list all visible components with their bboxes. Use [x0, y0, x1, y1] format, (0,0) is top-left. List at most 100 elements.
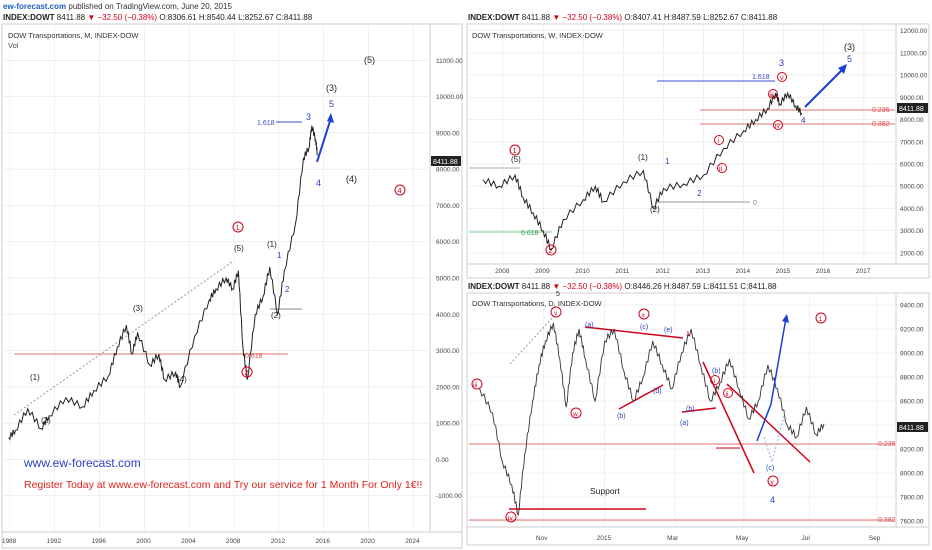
monthly-ohlc-header: INDEX:DOWT 8411.88 ▼ −32.50 (−0.38%) O:8… [3, 13, 312, 22]
change-value: ▼ −32.50 (−0.38%) [87, 13, 158, 22]
wave-label: (c) [640, 324, 648, 331]
y-tick-label: 7000.00 [900, 139, 924, 146]
y-tick-label: 7000.00 [436, 203, 460, 210]
wave-label: w [572, 411, 578, 418]
site-brand[interactable]: ew-forecast.com [3, 2, 67, 11]
wave-circle-icon [550, 306, 562, 318]
y-tick-label: 10000.00 [900, 73, 927, 80]
wave-label: 2 [245, 368, 249, 377]
wave-label: (e) [664, 327, 673, 334]
wave-label: 1 [277, 251, 282, 260]
y-tick-label: 12000.00 [900, 28, 927, 35]
x-tick-label: 2017 [856, 268, 871, 275]
y-tick-label: 7800.00 [900, 495, 924, 502]
y-tick-label: 9400.00 [900, 303, 924, 310]
wave-circle-icon [241, 366, 253, 378]
daily-price-series [479, 322, 825, 517]
fib-0236-label: 0.236 [872, 107, 890, 114]
ohlc-values: O:8446.26 H:8487.59 L:8411.51 C:8411.88 [624, 282, 777, 291]
wave-label: iv [508, 515, 513, 522]
x-tick-label: 2000 [136, 538, 151, 545]
daily-panel[interactable]: 9400.009200.009000.008800.008600.008400.… [466, 291, 930, 546]
wave-circle-icon [394, 184, 406, 196]
wave-circle-icon [505, 511, 517, 523]
wave-circle-icon [767, 475, 779, 487]
wave-label: (1) [638, 153, 648, 162]
x-tick-label: 2016 [316, 538, 331, 545]
x-tick-label: 2020 [360, 538, 375, 545]
x-tick-label: 2012 [655, 268, 670, 275]
wave-label: 1 [236, 223, 240, 232]
y-tick-label: 8800.00 [900, 375, 924, 382]
monthly-price-series [8, 125, 318, 441]
wave-circle-icon [471, 378, 483, 390]
wave-label: 1 [513, 146, 517, 155]
monthly-panel[interactable]: 11000.0010000.009000.008000.007000.00600… [1, 23, 464, 549]
y-tick-label: 9000.00 [900, 95, 924, 102]
wave-label: (d) [653, 388, 662, 395]
wave-label: iv [775, 123, 780, 130]
fib-0618-label: 0.618 [245, 353, 263, 360]
last-price: 8411.88 [56, 13, 86, 22]
x-tick-label: May [736, 535, 749, 542]
daily-chart-title: DOW Transportations, D, INDEX-DOW [472, 299, 603, 308]
wave-label: i [714, 378, 715, 385]
fib-0382-label: 0.382 [878, 517, 896, 524]
wave-circle-icon [545, 244, 557, 256]
y-tick-label: 2000.00 [436, 384, 460, 391]
wave-label: 2 [697, 189, 702, 198]
ohlc-values: O:8407.41 H:8487.59 L:8252.67 C:8411.88 [624, 13, 778, 22]
red-wave-circles: iii iv v w x i ii y 1 1 [471, 306, 827, 523]
x-tick-label: 2010 [575, 268, 590, 275]
last-price-tag [431, 156, 461, 166]
change-value: ▼ −32.50 (−0.38%) [552, 282, 623, 291]
daily-time-axis [466, 526, 930, 546]
fib-0236-label: 0.236 [878, 441, 896, 448]
x-tick-label: 2012 [271, 538, 286, 545]
wave-label: (1) [30, 373, 40, 382]
wave-circle-icon [717, 163, 727, 173]
wave-label: 3 [306, 112, 311, 122]
wave-label: iii [473, 382, 477, 389]
wave-circle-icon [777, 72, 787, 82]
wave-label: (3) [326, 83, 337, 93]
x-tick-label: 2024 [405, 538, 420, 545]
y-tick-label: 2000.00 [900, 250, 924, 257]
y-tick-label: 5000.00 [900, 184, 924, 191]
x-tick-label: 2008 [226, 538, 241, 545]
triangle-upper-line [584, 326, 684, 339]
last-price-tag-text: 8411.88 [899, 106, 924, 113]
y-tick-label: 4000.00 [436, 312, 460, 319]
forecast-arrow [756, 317, 787, 442]
wave-label: 1 [686, 331, 690, 338]
wave-label: (4) [177, 375, 187, 384]
weekly-chart-title: DOW Transportations, W, INDEX-DOW [472, 31, 604, 40]
wave-label: (1) [267, 240, 277, 249]
x-tick-label: 1992 [47, 538, 62, 545]
y-tick-label: 8200.00 [900, 447, 924, 454]
wave-circle-icon [710, 375, 720, 385]
wave-label: 4 [398, 186, 402, 195]
y-tick-label: 11000.00 [436, 58, 463, 65]
website-link[interactable]: www.ew-forecast.com [23, 456, 141, 470]
x-tick-label: 2013 [696, 268, 711, 275]
triangle-lower-line [618, 384, 664, 410]
weekly-panel[interactable]: 12000.0011000.0010000.009000.008000.0070… [466, 23, 930, 279]
channel-line [681, 407, 717, 413]
wave-circle-icon [638, 308, 650, 320]
promo-text[interactable]: Register Today at www.ew-forecast.com an… [24, 479, 422, 491]
wave-circle-icon [509, 144, 521, 156]
x-tick-label: 2011 [615, 268, 629, 275]
weekly-time-axis [466, 263, 930, 279]
symbol-label: INDEX:DOWT [468, 13, 520, 22]
wave-label: iii [770, 92, 774, 99]
symbol-label: INDEX:DOWT [468, 282, 520, 291]
wave-label: (a) [680, 420, 689, 427]
y-tick-label: 11000.00 [900, 50, 927, 57]
alt-path-arrow [763, 411, 786, 464]
wave-label: 2 [549, 246, 553, 255]
y-tick-label: 8000.00 [436, 167, 460, 174]
x-tick-label: 1988 [2, 538, 17, 545]
y-tick-label: 9200.00 [900, 327, 924, 334]
